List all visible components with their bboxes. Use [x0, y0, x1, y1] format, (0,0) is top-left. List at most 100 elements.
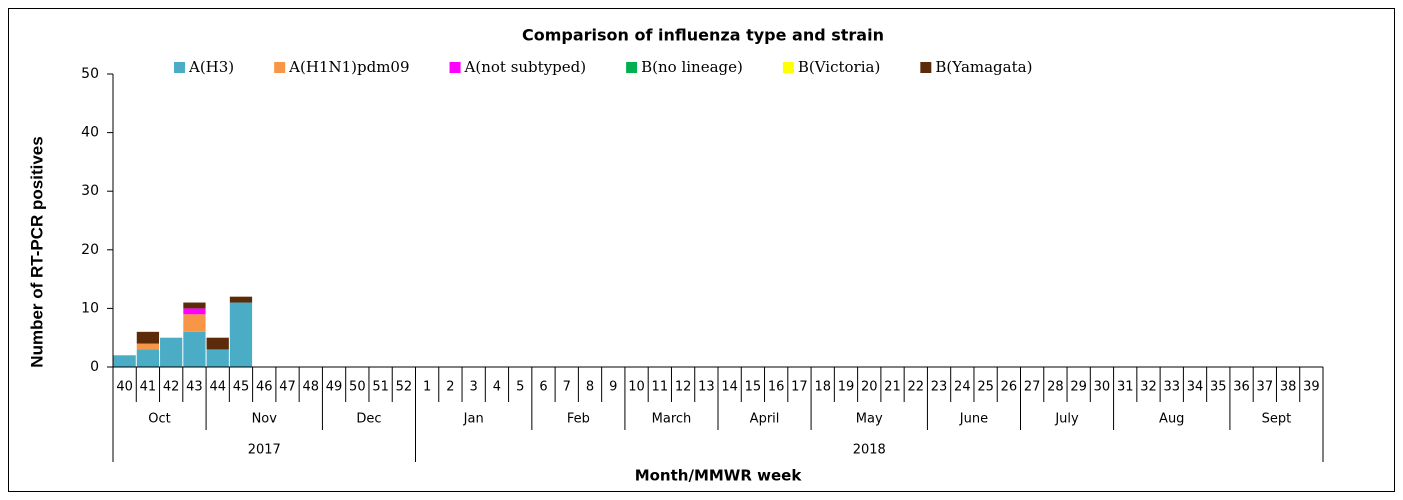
- x-tick-label: 50: [349, 380, 366, 395]
- y-axis-title: Number of RT-PCR positives: [27, 136, 46, 367]
- chart-title: Comparison of influenza type and strain: [522, 26, 884, 45]
- x-tick-label: 12: [675, 380, 692, 395]
- bar-segment: [183, 314, 206, 332]
- y-tick-label: 30: [81, 183, 99, 199]
- x-tick-label: 52: [396, 380, 413, 395]
- x-tick-label: 16: [768, 380, 785, 395]
- y-tick-label: 50: [81, 66, 99, 82]
- month-label: Jan: [463, 412, 484, 427]
- x-tick-label: 11: [652, 380, 669, 395]
- month-label: June: [959, 412, 988, 427]
- x-tick-label: 49: [326, 380, 343, 395]
- y-tick-label: 0: [90, 359, 99, 375]
- x-tick-label: 47: [279, 380, 296, 395]
- y-tick-label: 10: [81, 300, 99, 316]
- legend-label: A(H3): [188, 58, 234, 76]
- x-tick-label: 7: [563, 380, 571, 395]
- bar-segment: [206, 349, 229, 367]
- x-tick-label: 26: [1001, 380, 1018, 395]
- x-tick-label: 51: [372, 380, 389, 395]
- x-tick-label: 28: [1047, 380, 1064, 395]
- x-tick-label: 21: [884, 380, 901, 395]
- month-label: March: [652, 412, 692, 427]
- legend-swatch: [174, 62, 185, 73]
- x-tick-label: 19: [838, 380, 855, 395]
- x-tick-label: 30: [1094, 380, 1111, 395]
- x-tick-label: 38: [1280, 380, 1297, 395]
- x-tick-label: 37: [1257, 380, 1274, 395]
- legend-swatch: [782, 62, 794, 73]
- x-tick-label: 8: [586, 380, 594, 395]
- bar-segment: [206, 337, 229, 350]
- x-tick-label: 24: [954, 380, 971, 395]
- bar-segment: [183, 302, 206, 309]
- x-tick-label: 25: [977, 380, 994, 395]
- month-label: Dec: [356, 412, 381, 427]
- x-tick-label: 29: [1070, 380, 1087, 395]
- bar-segment: [136, 331, 160, 344]
- legend-label: B(no lineage): [641, 58, 743, 76]
- x-tick-label: 27: [1024, 380, 1041, 395]
- x-tick-label: 10: [628, 380, 645, 395]
- bar-segment: [229, 302, 253, 367]
- month-label: Aug: [1159, 412, 1184, 427]
- x-tick-label: 20: [861, 380, 878, 395]
- x-axis-title: Month/MMWR week: [635, 467, 803, 485]
- legend-swatch: [920, 62, 932, 73]
- bar-segment: [136, 349, 160, 367]
- x-tick-label: 23: [931, 380, 948, 395]
- year-label: 2018: [853, 443, 886, 458]
- bar-segment: [160, 337, 183, 367]
- x-tick-label: 34: [1187, 380, 1204, 395]
- legend-label: A(H1N1)pdm09: [288, 58, 409, 76]
- bar-segment: [183, 331, 206, 367]
- x-tick-label: 35: [1210, 380, 1227, 395]
- month-label: Feb: [567, 412, 590, 427]
- bar-segment: [183, 308, 206, 315]
- x-tick-label: 18: [814, 380, 831, 395]
- x-tick-label: 1: [423, 380, 431, 395]
- x-tick-label: 6: [539, 380, 547, 395]
- x-tick-label: 15: [745, 380, 762, 395]
- bar-segment: [136, 343, 160, 350]
- x-tick-label: 9: [609, 380, 617, 395]
- x-tick-label: 45: [233, 380, 250, 395]
- x-tick-label: 2: [446, 380, 454, 395]
- chart-border: [8, 8, 1395, 492]
- legend-swatch: [626, 62, 638, 73]
- year-label: 2017: [248, 443, 281, 458]
- x-tick-label: 33: [1163, 380, 1180, 395]
- x-tick-label: 14: [721, 380, 738, 395]
- legend-swatch: [449, 62, 461, 73]
- x-tick-label: 13: [698, 380, 715, 395]
- y-tick-label: 20: [81, 242, 99, 258]
- legend-label: B(Yamagata): [935, 58, 1032, 76]
- x-tick-label: 44: [209, 380, 226, 395]
- x-tick-label: 40: [116, 380, 133, 395]
- x-tick-label: 3: [470, 380, 478, 395]
- month-label: April: [750, 412, 780, 427]
- month-label: July: [1054, 412, 1079, 427]
- x-tick-label: 42: [163, 380, 180, 395]
- bar-segment: [229, 296, 253, 303]
- x-tick-label: 22: [908, 380, 925, 395]
- legend-swatch: [274, 62, 286, 73]
- bar-segment: [113, 355, 136, 367]
- month-label: Oct: [148, 412, 170, 427]
- month-label: Nov: [252, 412, 278, 427]
- x-tick-label: 36: [1233, 380, 1250, 395]
- x-tick-label: 39: [1303, 380, 1320, 395]
- y-tick-label: 40: [81, 125, 99, 141]
- x-tick-label: 17: [791, 380, 808, 395]
- x-tick-label: 32: [1140, 380, 1157, 395]
- x-tick-label: 46: [256, 380, 273, 395]
- legend-label: B(Victoria): [798, 58, 880, 76]
- legend-label: A(not subtyped): [464, 58, 587, 76]
- x-tick-label: 31: [1117, 380, 1134, 395]
- x-tick-label: 5: [516, 380, 524, 395]
- month-label: May: [856, 412, 883, 427]
- x-tick-label: 4: [493, 380, 501, 395]
- x-tick-label: 43: [186, 380, 203, 395]
- x-tick-label: 48: [303, 380, 320, 395]
